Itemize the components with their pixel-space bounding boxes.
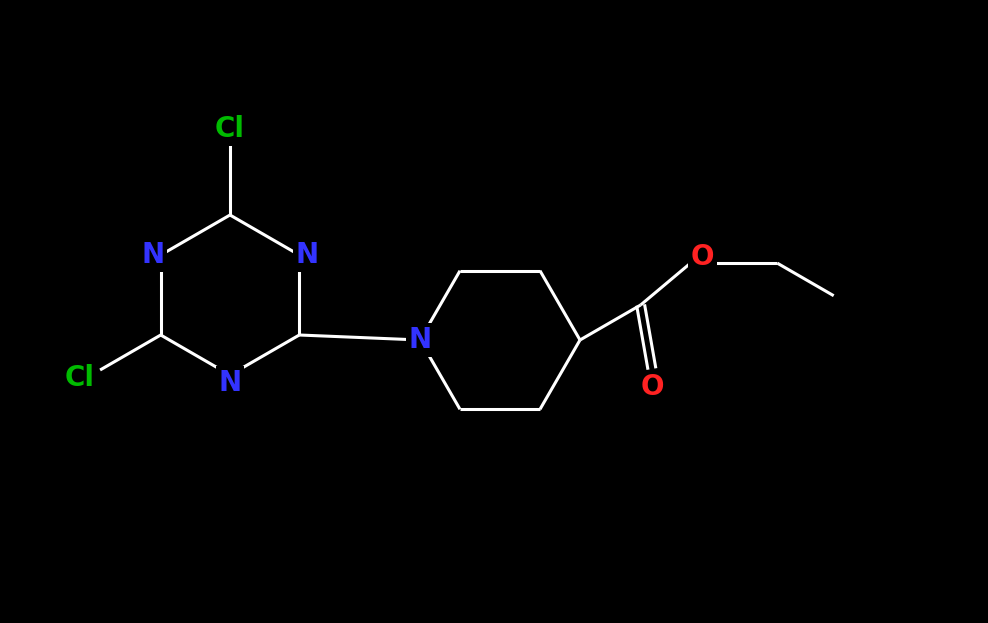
Text: N: N <box>408 326 432 354</box>
Text: N: N <box>295 241 319 269</box>
Text: O: O <box>640 373 664 401</box>
Text: N: N <box>141 241 164 269</box>
Text: Cl: Cl <box>215 115 245 143</box>
Text: O: O <box>691 243 714 271</box>
Text: Cl: Cl <box>65 364 95 392</box>
Text: N: N <box>218 369 241 397</box>
